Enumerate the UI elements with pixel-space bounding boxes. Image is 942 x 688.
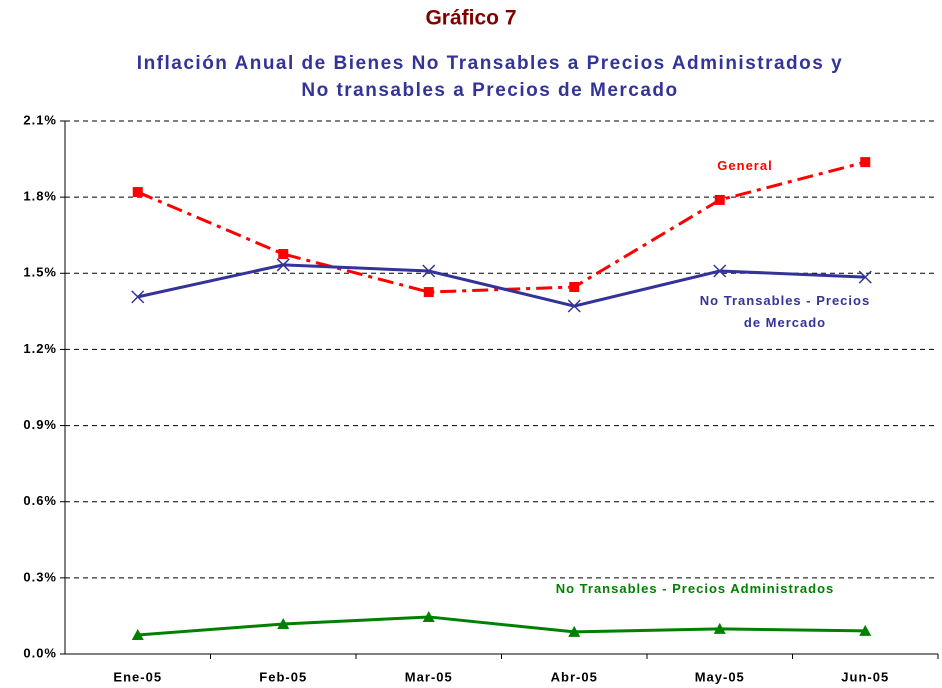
x-tick-label: Abr-05	[551, 669, 598, 684]
y-tick-label: 0.6%	[23, 493, 57, 508]
marker	[859, 624, 872, 636]
series-line	[137, 160, 866, 294]
y-tick-label: 0.3%	[23, 569, 57, 584]
x-tick-label: May-05	[695, 669, 745, 684]
series-label-box: No Transables - Precios Administrados	[555, 581, 835, 596]
series-label: No Transables - Precios de Mercado	[699, 293, 871, 330]
marker	[276, 258, 290, 272]
marker	[567, 299, 581, 313]
marker	[277, 618, 290, 630]
series-label-box: General	[717, 158, 773, 173]
series-line	[137, 615, 866, 637]
marker	[278, 248, 289, 259]
series-label: No Transables - Precios Administrados	[555, 581, 835, 596]
marker	[422, 264, 436, 278]
marker	[858, 270, 872, 284]
subtitle-box: Inflación Anual de Bienes No Transables …	[136, 53, 844, 101]
marker	[714, 194, 725, 205]
x-tick-label: Feb-05	[259, 669, 307, 684]
x-tick-label: Ene-05	[113, 669, 162, 684]
y-tick-label: 1.5%	[23, 265, 57, 280]
marker	[132, 187, 143, 198]
y-tick-label: 1.2%	[23, 341, 57, 356]
marker	[568, 625, 581, 637]
marker	[131, 628, 144, 640]
y-tick-label: 0.9%	[23, 417, 57, 432]
y-tick-label: 1.8%	[23, 189, 57, 204]
y-tick-label: 0.0%	[23, 645, 57, 660]
chart-subtitle: Inflación Anual de Bienes No Transables …	[136, 53, 844, 101]
y-tick-label: 2.1%	[23, 112, 57, 127]
chart-title: Gráfico 7	[425, 7, 516, 30]
marker	[860, 157, 871, 168]
x-tick-label: Jun-05	[841, 669, 889, 684]
x-tick-label: Mar-05	[405, 669, 453, 684]
marker	[422, 610, 435, 622]
marker	[423, 287, 434, 298]
marker	[569, 281, 580, 292]
marker	[713, 264, 727, 278]
series-line	[137, 263, 866, 308]
marker	[131, 290, 145, 304]
series-label: General	[717, 158, 773, 173]
series-label-box: No Transables - Precios de Mercado	[699, 293, 871, 330]
marker	[713, 622, 726, 634]
